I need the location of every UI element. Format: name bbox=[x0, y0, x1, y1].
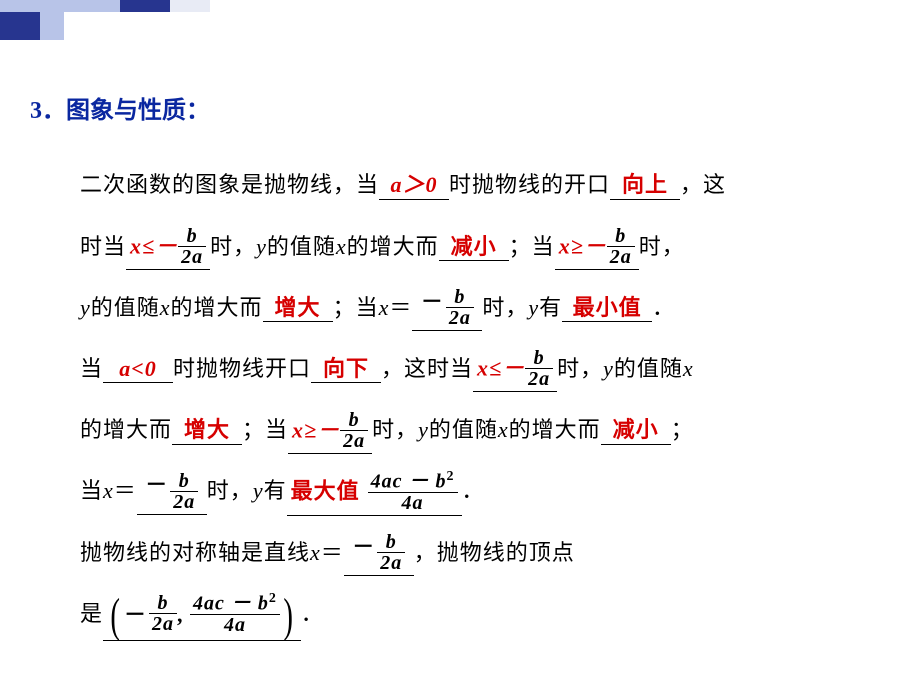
body-text: 二次函数的图象是抛物线，当a＞0时抛物线的开口向上，这 时当x≤－b2a时，y的… bbox=[30, 156, 880, 642]
corner-decoration bbox=[0, 0, 180, 40]
line-2: 时当x≤－b2a时，y的值随x的增大而减小；当x≥－b2a时， bbox=[80, 218, 880, 275]
slide-content: 3．图象与性质： 二次函数的图象是抛物线，当a＞0时抛物线的开口向上，这 时当x… bbox=[30, 80, 880, 646]
section-title: 3．图象与性质： bbox=[30, 80, 880, 142]
line-1: 二次函数的图象是抛物线，当a＞0时抛物线的开口向上，这 bbox=[80, 156, 880, 213]
line-8: 是 ( －b2a, 4ac － b24a ) ． bbox=[80, 585, 880, 642]
line-3: y的值随x的增大而增大；当x＝－b2a时，y有最小值． bbox=[80, 279, 880, 336]
line-7: 抛物线的对称轴是直线x＝－b2a，抛物线的顶点 bbox=[80, 524, 880, 581]
line-6: 当x＝－b2a时，y有最大值4ac － b24a． bbox=[80, 462, 880, 519]
line-5: 的增大而增大；当x≥－b2a时，y的值随x的增大而减小； bbox=[80, 401, 880, 458]
line-4: 当a<0时抛物线开口向下，这时当x≤－b2a时，y的值随x bbox=[80, 340, 880, 397]
